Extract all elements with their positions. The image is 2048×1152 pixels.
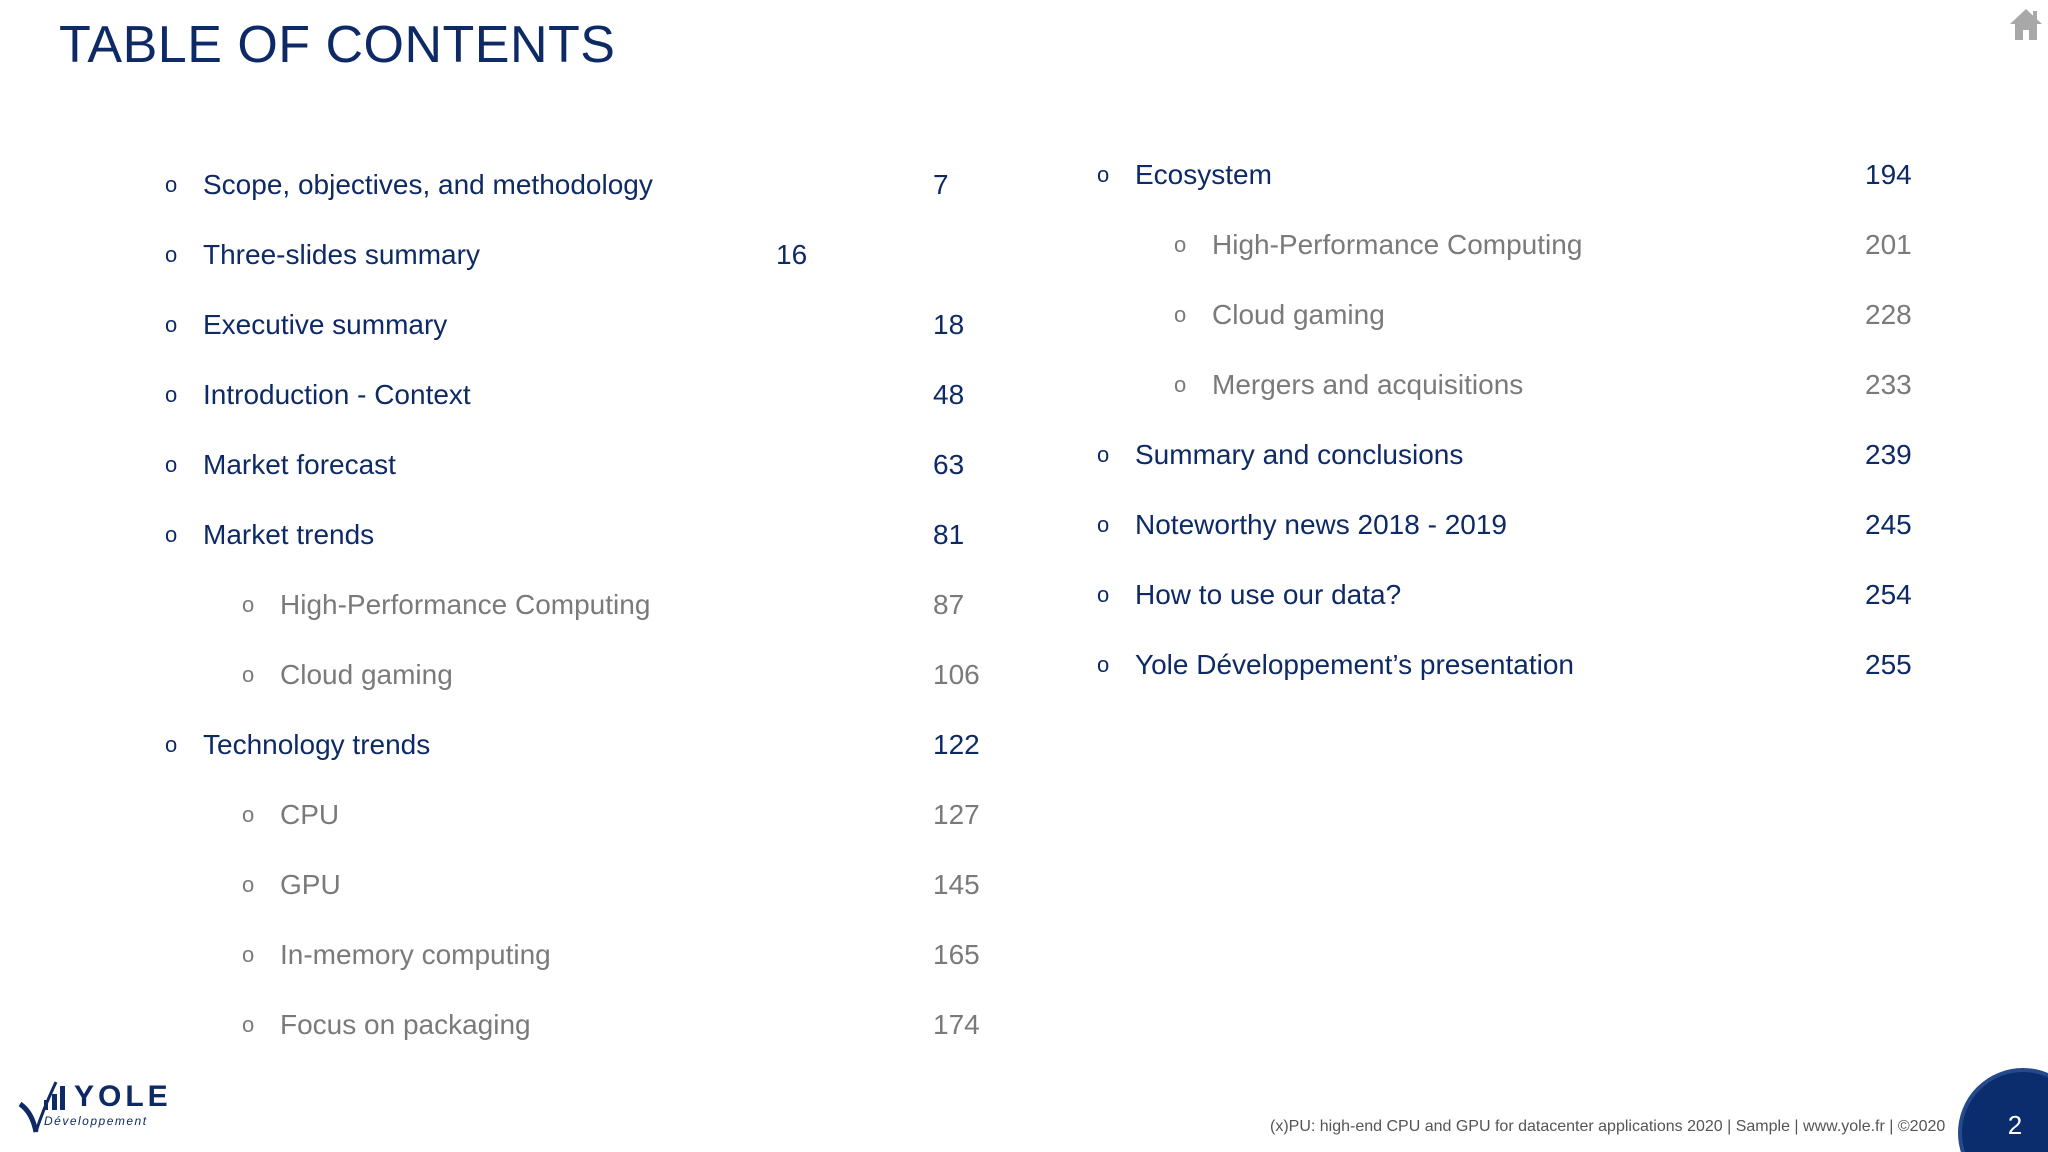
toc-item-technology-trends[interactable]: o Technology trends 122 <box>165 720 995 770</box>
toc-item-page: 127 <box>933 799 980 830</box>
toc-item-page: 122 <box>933 729 980 760</box>
toc-item-label: Market trends <box>203 519 375 550</box>
toc-item-page: 194 <box>1865 159 1912 190</box>
toc-item-label: Three-slides summary <box>203 239 480 270</box>
toc-item-page: 18 <box>933 309 965 340</box>
toc-item-how-to-use-data[interactable]: o How to use our data? 254 <box>1097 570 1927 620</box>
toc-item-label: GPU <box>280 869 341 900</box>
home-icon[interactable] <box>2008 6 2044 44</box>
toc-item-label: High-Performance Computing <box>1212 229 1583 260</box>
toc-item-page: 145 <box>933 869 980 900</box>
toc-subitem-hpc[interactable]: o High-Performance Computing 87 <box>165 580 995 630</box>
footer-text: (x)PU: high-end CPU and GPU for datacent… <box>1270 1118 1946 1135</box>
toc-item-page: 228 <box>1865 299 1912 330</box>
toc-left-column: o Scope, objectives, and methodology 7 o… <box>165 160 995 1060</box>
bullet-icon: o <box>1097 582 1110 607</box>
toc-subitem-cpu[interactable]: o CPU 127 <box>165 790 995 840</box>
toc-item-label: Mergers and acquisitions <box>1212 369 1524 400</box>
toc-item-label: Yole Développement’s presentation <box>1135 649 1574 680</box>
toc-subitem-in-memory-computing[interactable]: o In-memory computing 165 <box>165 930 995 980</box>
toc-item-page: 48 <box>933 379 965 410</box>
toc-item-label: Technology trends <box>203 729 431 760</box>
toc-item-page: 254 <box>1865 579 1912 610</box>
yole-logo: YOLE Développement <box>16 1070 168 1142</box>
logo-name: YOLE <box>74 1080 172 1113</box>
toc-item-label: Market forecast <box>203 449 396 480</box>
toc-item-page: 165 <box>933 939 980 970</box>
toc-item-page: 201 <box>1865 229 1912 260</box>
toc-item-label: CPU <box>280 799 340 830</box>
toc-item-page: 255 <box>1865 649 1912 680</box>
toc-item-page: 16 <box>776 239 808 270</box>
toc-item-market-trends[interactable]: o Market trends 81 <box>165 510 995 560</box>
bullet-icon: o <box>1097 512 1110 537</box>
toc-item-scope[interactable]: o Scope, objectives, and methodology 7 <box>165 160 995 210</box>
toc-item-page: 106 <box>933 659 980 690</box>
logo-subtitle: Développement <box>44 1114 148 1128</box>
bullet-icon: o <box>242 802 255 827</box>
toc-item-page: 7 <box>933 169 949 200</box>
bullet-icon: o <box>242 942 255 967</box>
toc-item-page: 233 <box>1865 369 1912 400</box>
bullet-icon: o <box>242 592 255 617</box>
toc-subitem-focus-on-packaging[interactable]: o Focus on packaging 174 <box>165 1000 995 1050</box>
toc-item-page: 174 <box>933 1009 980 1040</box>
bullet-icon: o <box>165 242 178 267</box>
toc-item-three-slides-summary[interactable]: o Three-slides summary 16 <box>165 230 995 280</box>
toc-item-yole-presentation[interactable]: o Yole Développement’s presentation 255 <box>1097 640 1927 690</box>
toc-item-page: 63 <box>933 449 965 480</box>
toc-right-column: o Ecosystem 194 o High-Performance Compu… <box>1097 150 1927 710</box>
toc-subitem-hpc[interactable]: o High-Performance Computing 201 <box>1097 220 1927 270</box>
toc-item-label: Scope, objectives, and methodology <box>203 169 653 200</box>
toc-item-page: 245 <box>1865 509 1912 540</box>
toc-item-page: 239 <box>1865 439 1912 470</box>
toc-item-introduction[interactable]: o Introduction - Context 48 <box>165 370 995 420</box>
bullet-icon: o <box>165 522 178 547</box>
toc-item-label: Cloud gaming <box>1212 299 1385 330</box>
bullet-icon: o <box>1097 652 1110 677</box>
bullet-icon: o <box>242 1012 255 1037</box>
toc-item-label: Executive summary <box>203 309 448 340</box>
bullet-icon: o <box>165 382 178 407</box>
page-title: TABLE OF CONTENTS <box>59 16 616 74</box>
bullet-icon: o <box>165 732 178 757</box>
toc-item-label: In-memory computing <box>280 939 551 970</box>
toc-item-summary-conclusions[interactable]: o Summary and conclusions 239 <box>1097 430 1927 480</box>
bullet-icon: o <box>165 452 178 477</box>
toc-subitem-cloud-gaming[interactable]: o Cloud gaming 106 <box>165 650 995 700</box>
bullet-icon: o <box>1174 372 1187 397</box>
toc-subitem-cloud-gaming[interactable]: o Cloud gaming 228 <box>1097 290 1927 340</box>
bullet-icon: o <box>242 662 255 687</box>
toc-item-label: Cloud gaming <box>280 659 453 690</box>
toc-item-label: Focus on packaging <box>280 1009 531 1040</box>
toc-item-market-forecast[interactable]: o Market forecast 63 <box>165 440 995 490</box>
bullet-icon: o <box>1174 232 1187 257</box>
bullet-icon: o <box>1174 302 1187 327</box>
toc-item-label: Summary and conclusions <box>1135 439 1464 470</box>
toc-item-label: High-Performance Computing <box>280 589 651 620</box>
bullet-icon: o <box>1097 162 1110 187</box>
toc-subitem-gpu[interactable]: o GPU 145 <box>165 860 995 910</box>
bullet-icon: o <box>242 872 255 897</box>
yole-logo-mark-icon <box>18 1081 65 1133</box>
toc-item-ecosystem[interactable]: o Ecosystem 194 <box>1097 150 1927 200</box>
bullet-icon: o <box>165 312 178 337</box>
toc-item-page: 87 <box>933 589 965 620</box>
toc-item-page: 81 <box>933 519 965 550</box>
page-number: 2 <box>2007 1110 2023 1140</box>
toc-subitem-mergers-acquisitions[interactable]: o Mergers and acquisitions 233 <box>1097 360 1927 410</box>
toc-item-executive-summary[interactable]: o Executive summary 18 <box>165 300 995 350</box>
toc-item-label: Ecosystem <box>1135 159 1272 190</box>
toc-item-noteworthy-news[interactable]: o Noteworthy news 2018 - 2019 245 <box>1097 500 1927 550</box>
toc-item-label: Introduction - Context <box>203 379 471 410</box>
bullet-icon: o <box>165 172 178 197</box>
toc-item-label: Noteworthy news 2018 - 2019 <box>1135 509 1507 540</box>
bullet-icon: o <box>1097 442 1110 467</box>
toc-item-label: How to use our data? <box>1135 579 1402 610</box>
